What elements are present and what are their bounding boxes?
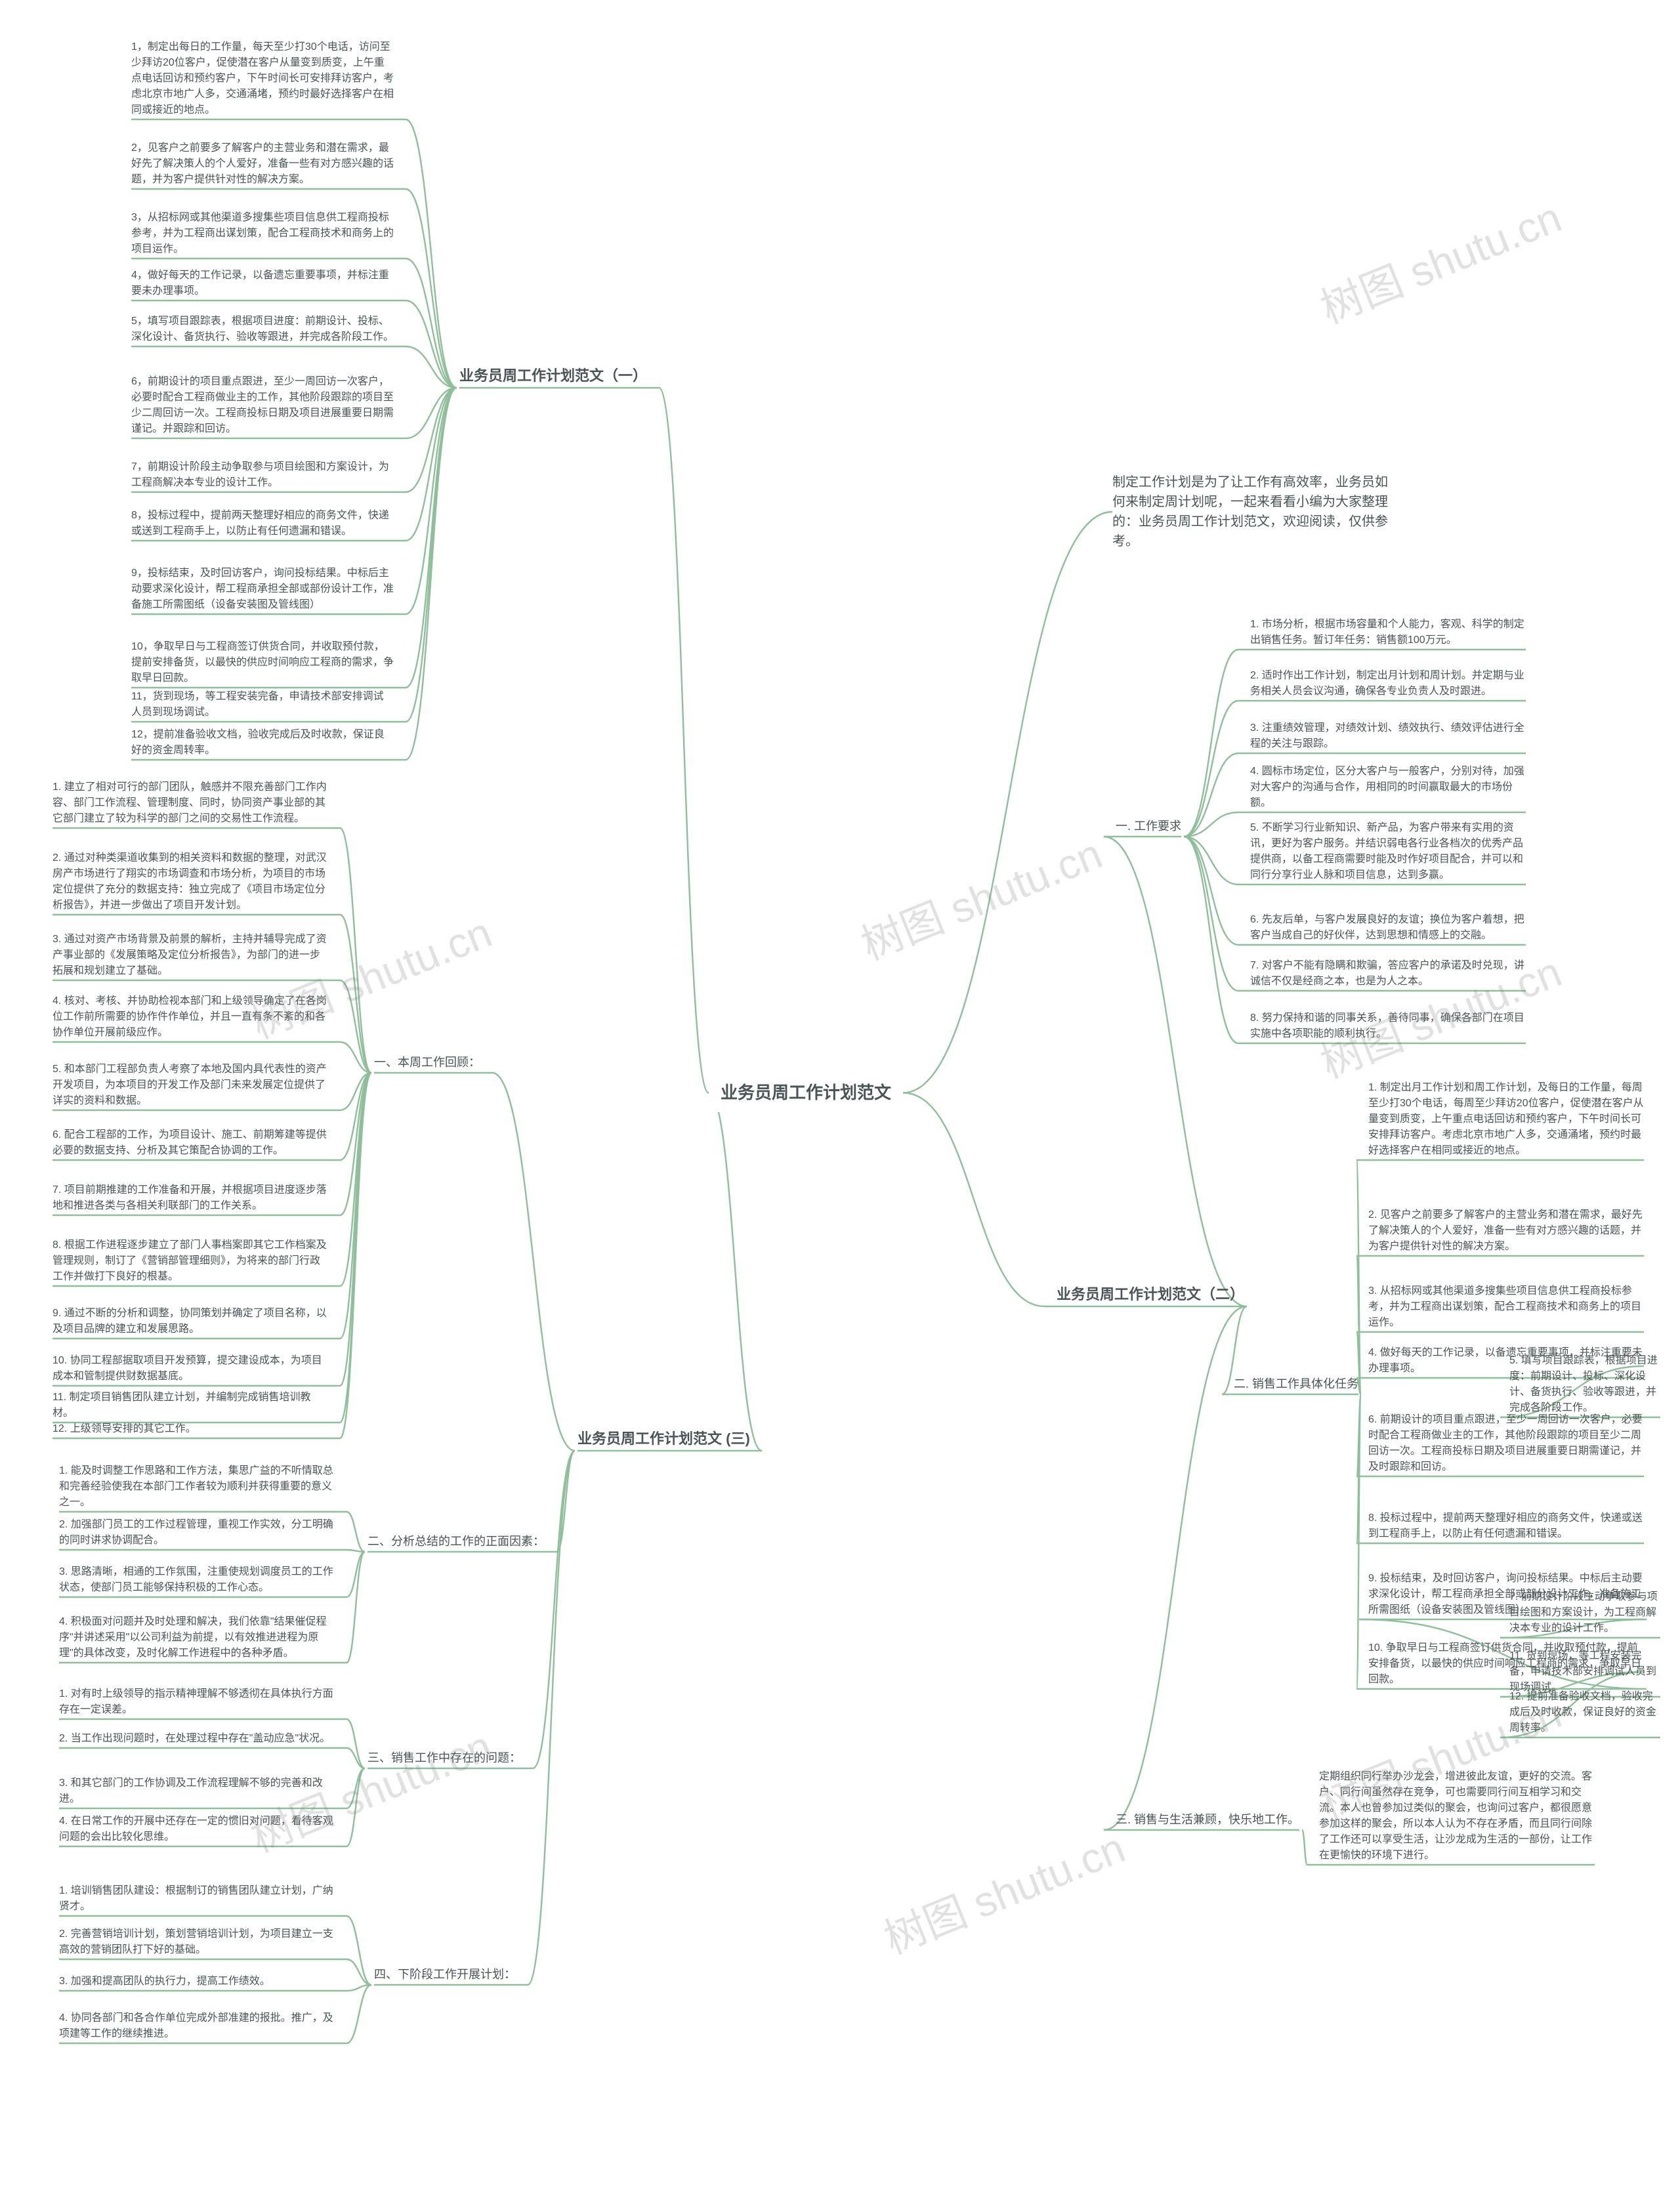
section3-sub1-leaf-8: 8. 根据工作进程逐步建立了部门人事档案即其它工作档案及管理规则，制订了《营销部… xyxy=(52,1237,328,1285)
section3-sub1-leaf-3: 3. 通过对资产市场背景及前景的解析，主持并辅导完成了资产事业部的《发展策略及定… xyxy=(52,932,328,979)
section1-leaf-4: 4，做好每天的工作记录，以备遗忘重要事项，并标注重要未办理事项。 xyxy=(131,268,394,299)
section3-sub4-leaf-4: 4. 协同各部门和各合作单位完成外部准建的报批。推广，及项建等工作的继续推进。 xyxy=(59,2010,335,2042)
section3-sub2-leaf-4: 4. 积极面对问题并及时处理和解决，我们依靠"结果催促程序"并讲述采用"以公司利… xyxy=(59,1614,335,1661)
section3-sub3-leaf-2: 2. 当工作出现问题时，在处理过程中存在"盖动应急"状况。 xyxy=(59,1731,335,1747)
section2-sub2-leaf-1: 1. 制定出月工作计划和周工作计划，及每日的工作量，每周至少打30个电话，每周至… xyxy=(1368,1080,1644,1159)
section2-sub1-leaf-8: 8. 努力保持和谐的同事关系，善待同事，确保各部门在项目实施中各项职能的顺利执行… xyxy=(1250,1010,1526,1042)
section3-sub3-leaf-3: 3. 和其它部门的工作协调及工作流程理解不够的完善和改进。 xyxy=(59,1776,335,1807)
intro-box: 制定工作计划是为了让工作有高效率，业务员如何来制定周计划呢，一起来看看小编为大家… xyxy=(1112,472,1388,551)
section1-title: 业务员周工作计划范文（一） xyxy=(459,365,647,386)
section1-leaf-7: 7，前期设计阶段主动争取参与项目绘图和方案设计，为工程商解决本专业的设计工作。 xyxy=(131,459,394,491)
mindmap-stage: 业务员周工作计划范文 制定工作计划是为了让工作有高效率，业务员如何来制定周计划呢，… xyxy=(0,0,1680,2204)
section3-sub2-leaf-2: 2. 加强部门员工的工作过程管理，重视工作实效，分工明确的同时讲求协调配合。 xyxy=(59,1517,335,1549)
section3-sub1-leaf-1: 1. 建立了相对可行的部门团队，触感并不限充善部门工作内容、部门工作流程、管理制… xyxy=(52,780,328,827)
section2-sub1-leaf-6: 6. 先友后单，与客户发展良好的友谊；换位为客户着想，把客户当成自己的好伙伴，达… xyxy=(1250,912,1526,944)
section2-sub2-extra-4: 12. 提前准备验收文档，验收完成后及时收款，保证良好的资金周转率。 xyxy=(1509,1689,1660,1736)
section2-sub2-leaf-2: 2. 见客户之前要多了解客户的主营业务和潜在需求，最好先了解决策人的个人爱好，准… xyxy=(1368,1207,1644,1255)
section2-sub1-leaf-2: 2. 适时作出工作计划，制定出月计划和周计划。并定期与业务相关人员会议沟通，确保… xyxy=(1250,668,1526,699)
section2-sub2-leaf-6: 8. 投标过程中，提前两天整理好相应的商务文件，快递或送到工程商手上，以防止有任… xyxy=(1368,1510,1644,1542)
section2-sub1-leaf-1: 1. 市场分析，根据市场容量和个人能力，客观、科学的制定出销售任务。暂订年任务：… xyxy=(1250,617,1526,648)
section2-sub3-title: 三. 销售与生活兼顾，快乐地工作。 xyxy=(1116,1811,1299,1829)
section1-leaf-2: 2，见客户之前要多了解客户的主营业务和潜在需求，最好先了解决策人的个人爱好，准备… xyxy=(131,140,394,188)
section2-sub2-leaf-3: 3. 从招标网或其他渠道多搜集些项目信息供工程商投标参考，并为工程商出谋划策，配… xyxy=(1368,1283,1644,1331)
section3-sub3-leaf-4: 4. 在日常工作的开展中还存在一定的惯旧对问题，看待客观问题的会出比较化思维。 xyxy=(59,1814,335,1845)
section1-leaf-6: 6，前期设计的项目重点跟进，至少一周回访一次客户，必要时配合工程商做业主的工作，… xyxy=(131,374,394,437)
section3-sub1-leaf-9: 9. 通过不断的分析和调整，协同策划并确定了项目名称，以及项目品牌的建立和发展思… xyxy=(52,1306,328,1337)
section2-sub2-title: 二. 销售工作具体化任务 xyxy=(1234,1375,1358,1393)
section3-sub1-leaf-11: 11. 制定项目销售团队建立计划，并编制完成销售培训教材。 xyxy=(52,1390,328,1421)
section2-sub2-extra-2-1: 7. 前期设计阶段主动争取参与项目绘图和方案设计，为工程商解决本专业的设计工作。 xyxy=(1509,1589,1660,1636)
section1-leaf-12: 12，提前准备验收文档，验收完成后及时收款，保证良好的资金周转率。 xyxy=(131,727,394,759)
section2-sub1-leaf-7: 7. 对客户不能有隐瞒和欺骗，答应客户的承诺及时兑现，讲诚信不仅是经商之本，也是… xyxy=(1250,958,1526,989)
section3-sub4-leaf-2: 2. 完善营销培训计划，策划营销培训计划，为项目建立一支高效的营销团队打下好的基… xyxy=(59,1926,335,1958)
section3-sub2-title: 二、分析总结的工作的正面因素： xyxy=(368,1533,545,1550)
section3-sub1-title: 一、本周工作回顾： xyxy=(374,1054,480,1071)
section2-sub1-leaf-4: 4. 圆标市场定位，区分大客户与一般客户，分别对待，加强对大客户的沟通与合作，用… xyxy=(1250,764,1526,811)
section3-sub1-leaf-12: 12. 上级领导安排的其它工作。 xyxy=(52,1421,328,1437)
section3-sub1-leaf-7: 7. 项目前期推建的工作准备和开展，并根据项目进度逐步落地和推进各类与各相关利联… xyxy=(52,1182,328,1214)
section3-sub1-leaf-4: 4. 核对、考核、并协助检视本部门和上级领导确定了在各岗位工作前所需要的协作件作… xyxy=(52,993,328,1041)
watermark: 树图 shutu.cn xyxy=(874,1815,1133,1966)
section1-leaf-8: 8，投标过程中，提前两天整理好相应的商务文件，快递或送到工程商手上，以防止有任何… xyxy=(131,508,394,539)
section3-sub4-leaf-1: 1. 培训销售团队建设：根据制订的销售团队建立计划，广纳贤才。 xyxy=(59,1883,335,1915)
watermark: 树图 shutu.cn xyxy=(851,821,1110,972)
section3-sub1-leaf-2: 2. 通过对种类渠道收集到的相关资料和数据的整理，对武汉房产市场进行了翔实的市场… xyxy=(52,850,328,913)
section1-leaf-1: 1，制定出每日的工作量，每天至少打30个电话，访问至少拜访20位客户，促使潜在客… xyxy=(131,39,394,118)
section3-title: 业务员周工作计划范文 (三) xyxy=(578,1428,750,1449)
section2-sub1-leaf-5: 5. 不断学习行业新知识、新产品，为客户带来有实用的资讯，更好为客户服务。并结识… xyxy=(1250,820,1526,883)
section3-sub3-title: 三、销售工作中存在的问题： xyxy=(368,1749,521,1767)
section3-sub3-leaf-1: 1. 对有时上级领导的指示精神理解不够透彻在具体执行方面存在一定误差。 xyxy=(59,1686,335,1718)
section2-sub1-title: 一. 工作要求 xyxy=(1116,818,1181,835)
section2-sub3-leaf: 定期组织同行举办沙龙会，增进彼此友谊，更好的交流。客户、同行间虽然存在竞争，可也… xyxy=(1319,1769,1595,1863)
section2-sub2-leaf-5: 6. 前期设计的项目重点跟进，至少一周回访一次客户，必要时配合工程商做业主的工作… xyxy=(1368,1412,1644,1475)
section1-leaf-11: 11，货到现场，等工程安装完备，申请技术部安排调试人员到现场调试。 xyxy=(131,689,394,720)
section3-sub4-leaf-3: 3. 加强和提高团队的执行力，提高工作绩效。 xyxy=(59,1974,335,1989)
section3-sub1-leaf-6: 6. 配合工程部的工作，为项目设计、施工、前期筹建等提供必要的数据支持、分析及其… xyxy=(52,1127,328,1159)
section3-sub4-title: 四、下阶段工作开展计划： xyxy=(374,1966,516,1984)
section1-leaf-10: 10，争取早日与工程商签订供货合同，并收取预付款，提前安排备货，以最快的供应时间… xyxy=(131,639,394,686)
section3-sub1-leaf-5: 5. 和本部门工程部负责人考察了本地及国内具代表性的资产开发项目，为本项目的开发… xyxy=(52,1062,328,1109)
section2-title: 业务员周工作计划范文（二） xyxy=(1057,1283,1244,1305)
root-node: 业务员周工作计划范文 xyxy=(709,1073,903,1112)
section3-sub1-leaf-10: 10. 协同工程部据取项目开发预算，提交建设成本，为项目成本和管制提供财数据基底… xyxy=(52,1353,328,1384)
section1-leaf-5: 5，填写项目跟踪表，根据项目进度：前期设计、投标、深化设计、备货执行、验收等跟进… xyxy=(131,314,394,345)
section2-sub2-extra-1: 5. 填写项目跟踪表，根据项目进度：前期设计、投标、深化设计、备货执行、验收等跟… xyxy=(1509,1353,1660,1416)
section1-leaf-3: 3，从招标网或其他渠道多搜集些项目信息供工程商投标参考，并为工程商出谋划策，配合… xyxy=(131,210,394,257)
section2-sub1-leaf-3: 3. 注重绩效管理，对绩效计划、绩效执行、绩效评估进行全程的关注与跟踪。 xyxy=(1250,720,1526,752)
section3-sub2-leaf-1: 1. 能及时调整工作思路和工作方法，集思广益的不听情取总和完善经验使我在本部门工… xyxy=(59,1463,335,1510)
section3-sub2-leaf-3: 3. 思路清晰，相通的工作氛围，注重使规划调度员工的工作状态，使部门员工能够保持… xyxy=(59,1564,335,1596)
watermark: 树图 shutu.cn xyxy=(1311,184,1569,336)
section1-leaf-9: 9，投标结束，及时回访客户，询问投标结果。中标后主动要求深化设计，帮工程商承担全… xyxy=(131,566,394,613)
